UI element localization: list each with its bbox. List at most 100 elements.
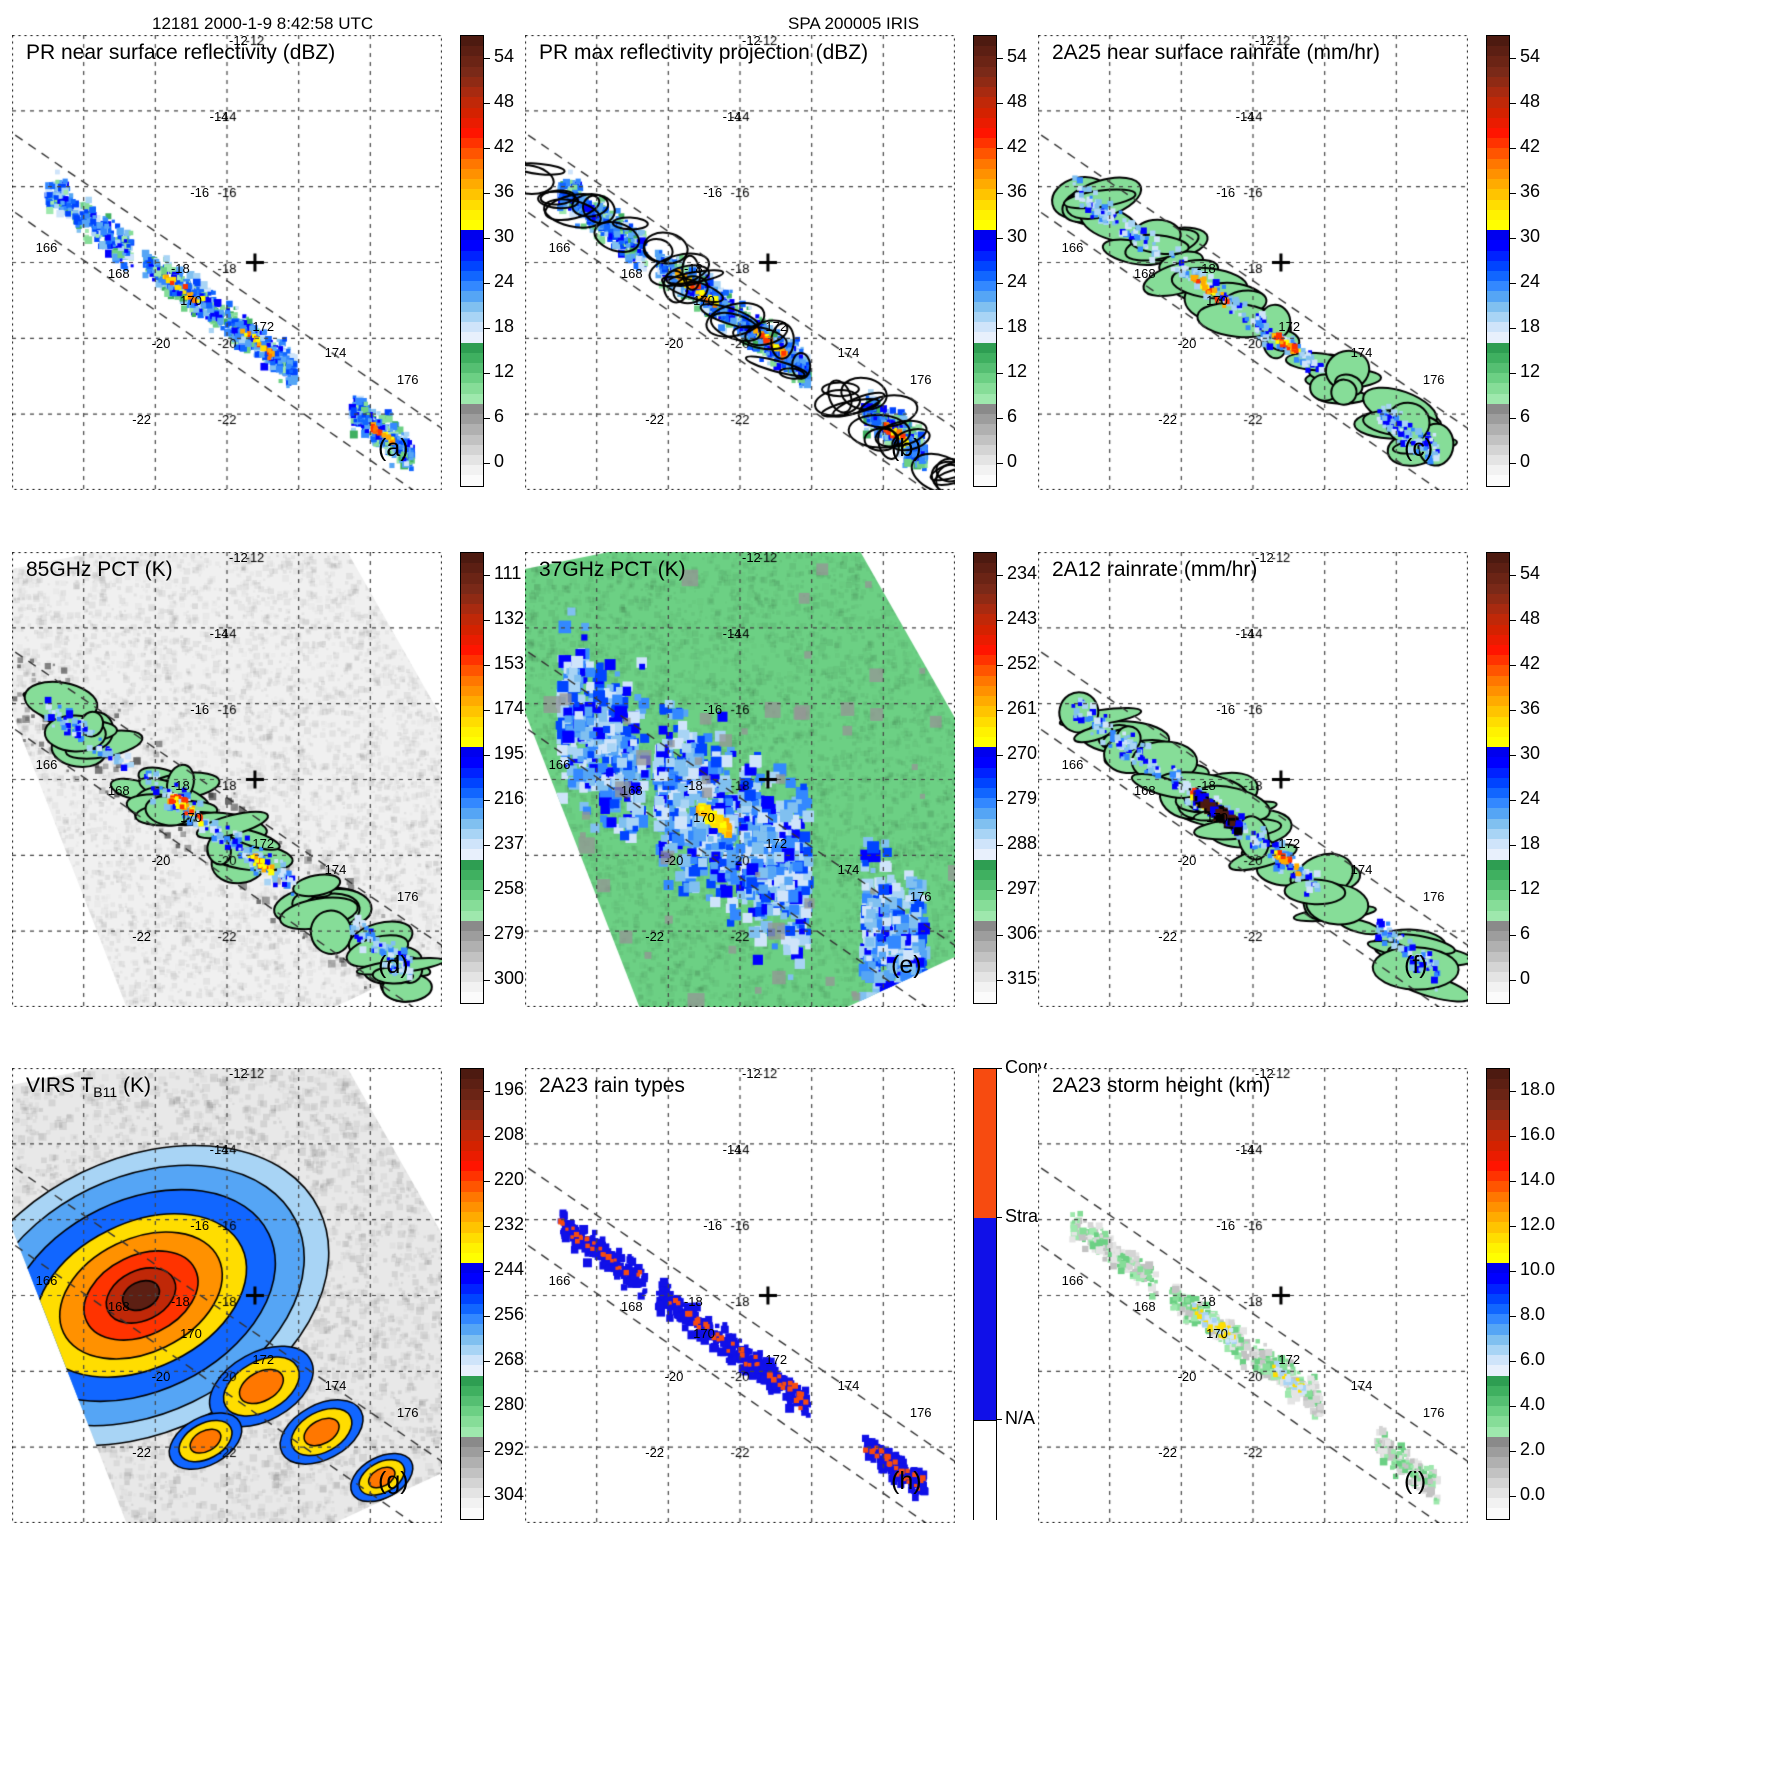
lat-tick-label: -12 (229, 33, 248, 48)
colorbar-segment (461, 1089, 483, 1100)
colorbar-tick-label: 36 (1007, 180, 1028, 201)
colorbar-tick-mark (484, 754, 490, 756)
colorbar-segment (461, 1171, 483, 1182)
colorbar-tick-label: 42 (1007, 135, 1028, 156)
colorbar-segment (1487, 332, 1509, 343)
colorbar-tick-mark (1510, 1270, 1516, 1272)
colorbar-segment (461, 849, 483, 860)
panel-title: PR max reflectivity projection (dBZ) (539, 41, 869, 64)
colorbar-segment (461, 271, 483, 282)
colorbar-tick-mark (1510, 1180, 1516, 1182)
colorbar-tick-mark (484, 102, 490, 104)
colorbar-segment (974, 393, 996, 404)
lon-tick-label: 168 (620, 783, 643, 799)
colorbar-segment (461, 434, 483, 445)
lon-tick-label: 176 (1422, 888, 1445, 904)
panel-title-tail: (K) (117, 1074, 151, 1097)
colorbar-tick-label: 297 (1007, 877, 1038, 898)
colorbar-segment (974, 920, 996, 932)
colorbar-segment (974, 982, 996, 993)
colorbar-segment (1487, 56, 1509, 67)
colorbar-segment (974, 271, 996, 282)
colorbar (1486, 35, 1510, 487)
colorbar-segment (974, 839, 996, 850)
colorbar-segment (461, 706, 483, 717)
colorbar-tick-label: 10.0 (1520, 1258, 1556, 1279)
colorbar-tick-label: 18 (1007, 315, 1028, 336)
lat-tick-label: -20 (664, 853, 684, 869)
colorbar-tick-label: 153 (494, 652, 525, 673)
colorbar-segment (1487, 1181, 1509, 1192)
colorbar-segment (461, 828, 483, 840)
colorbar-tick-mark (1510, 754, 1516, 756)
colorbar-segment (1487, 696, 1509, 707)
colorbar-segment (1487, 563, 1509, 574)
colorbar-segment (974, 76, 996, 88)
colorbar-segment (1487, 1334, 1509, 1345)
colorbar-tick-mark (997, 799, 1003, 801)
colorbar-segment (1487, 808, 1509, 819)
colorbar-tick-label: 132 (494, 607, 525, 628)
lon-tick-label: 166 (548, 1272, 571, 1288)
colorbar-segment (1487, 209, 1509, 220)
plot-area-g[interactable] (12, 1068, 442, 1523)
colorbar-segment (461, 444, 483, 455)
colorbar-tick-label: 30 (1520, 742, 1541, 763)
panel-tag: (c) (1404, 434, 1434, 462)
colorbar-segment (974, 634, 996, 645)
plot-area-c[interactable] (1038, 35, 1468, 490)
plot-area-f[interactable] (1038, 552, 1468, 1007)
lat-tick-label: -18 (1196, 1293, 1216, 1309)
lon-tick-label: 168 (1133, 266, 1156, 282)
lat-tick-label: -14 (209, 625, 229, 641)
colorbar-tick-mark (1510, 282, 1516, 284)
panel-c: 2A25 near surface rainrate (mm/hr) (c) 54 4… (1038, 33, 1608, 490)
colorbar-segment (974, 301, 996, 312)
colorbar-segment (1487, 706, 1509, 717)
colorbar-segment (974, 240, 996, 251)
colorbar-segment (1487, 148, 1509, 159)
colorbar-segment (461, 614, 483, 625)
colorbar-tick-mark (997, 844, 1003, 846)
colorbar-segment (461, 736, 483, 748)
colorbar-segment (461, 1150, 483, 1161)
colorbar-segment (974, 322, 996, 333)
colorbar-segment (974, 716, 996, 727)
colorbar-segment (461, 1283, 483, 1294)
plot-area-i[interactable] (1038, 1068, 1468, 1523)
colorbar-segment (461, 1140, 483, 1151)
plot-area-a[interactable] (12, 35, 442, 490)
colorbar-segment (1487, 890, 1509, 901)
colorbar-segment (461, 941, 483, 952)
colorbar-segment (1487, 444, 1509, 455)
colorbar-segment (974, 117, 996, 128)
lon-tick-label: 176 (1422, 1404, 1445, 1420)
plot-area-d[interactable] (12, 552, 442, 1007)
colorbar-segment (974, 332, 996, 343)
colorbar-segment (461, 859, 483, 870)
colorbar-segment (1487, 716, 1509, 727)
colorbar-tick-label: 111 (494, 562, 522, 583)
lat-tick-label: -18 (683, 260, 703, 276)
colorbar-segment (461, 138, 483, 149)
colorbar-segment (461, 311, 483, 323)
map-canvas (525, 35, 955, 490)
panel-i: 2A23 storm height (km) (i) 18.0 16.0 14.0 12.… (1038, 1066, 1608, 1523)
plot-area-h[interactable] (525, 1068, 955, 1523)
colorbar-segment (1487, 383, 1509, 394)
colorbar-tick-label: 12 (1007, 360, 1028, 381)
colorbar-segment (974, 158, 996, 169)
colorbar-tick-label: 48 (1007, 90, 1028, 111)
colorbar-segment (461, 66, 483, 77)
colorbar-tick-mark (484, 979, 490, 981)
plot-area-e[interactable] (525, 552, 955, 1007)
colorbar-segment (461, 1467, 483, 1478)
lon-tick-label: 174 (324, 345, 347, 361)
colorbar-segment (974, 46, 996, 57)
plot-area-b[interactable] (525, 35, 955, 490)
colorbar-segment (461, 230, 483, 241)
colorbar-segment (461, 1508, 483, 1519)
colorbar-tick-label: 12 (1520, 877, 1541, 898)
colorbar-segment (461, 920, 483, 932)
